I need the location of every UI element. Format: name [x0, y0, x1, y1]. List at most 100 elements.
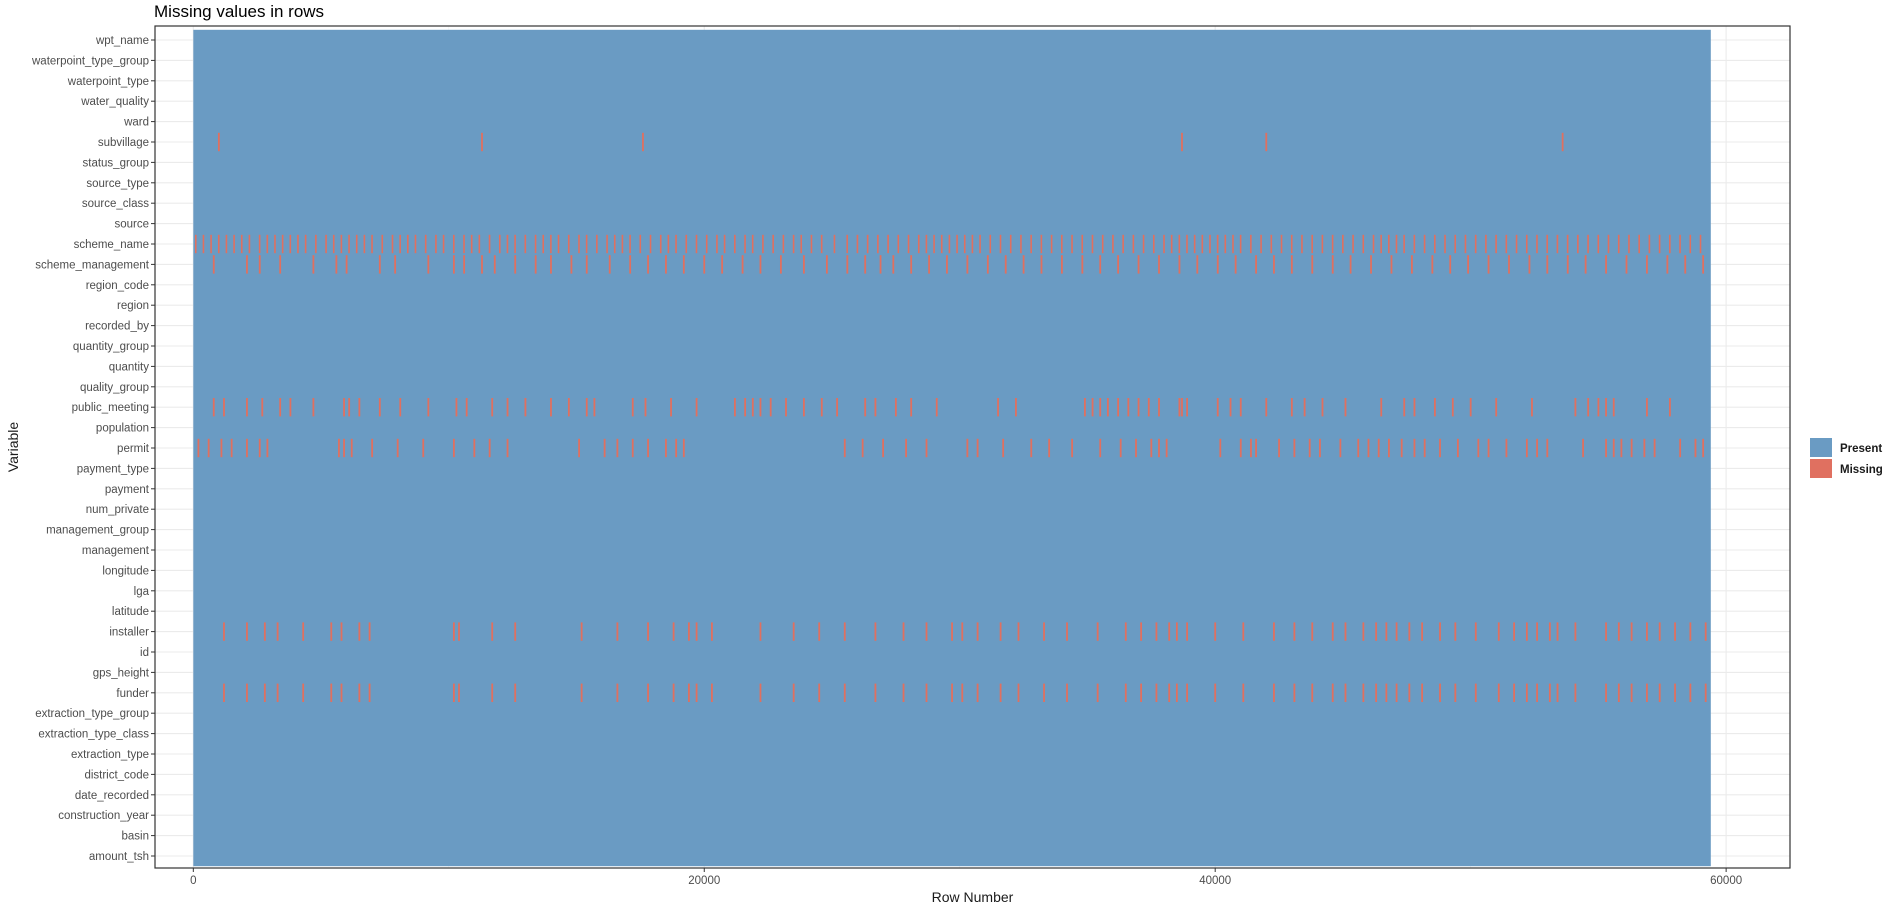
missing-marker-permit — [197, 438, 200, 458]
missing-marker-funder — [491, 683, 494, 702]
missing-marker-installer — [491, 622, 494, 641]
y-tick-label: population — [96, 423, 149, 435]
missing-marker-scheme_name — [734, 234, 736, 254]
missing-marker-installer — [711, 622, 713, 641]
missing-marker-public_meeting — [1178, 398, 1181, 417]
missing-marker-permit — [1135, 438, 1137, 458]
missing-marker-public_meeting — [1229, 398, 1232, 417]
missing-marker-funder — [1273, 683, 1275, 702]
missing-marker-installer — [1096, 622, 1099, 641]
missing-marker-funder — [759, 683, 762, 702]
missing-marker-public_meeting — [1127, 398, 1130, 417]
missing-marker-scheme_management — [1117, 255, 1120, 274]
missing-marker-permit — [1293, 438, 1296, 458]
missing-marker-installer — [1395, 622, 1398, 641]
missing-marker-scheme_name — [1081, 234, 1084, 254]
missing-marker-installer — [1017, 622, 1020, 641]
missing-marker-scheme_management — [514, 255, 517, 274]
missing-marker-permit — [1413, 438, 1416, 458]
missing-marker-scheme_name — [629, 234, 631, 254]
missing-marker-funder — [902, 683, 905, 702]
missing-marker-scheme_name — [1342, 234, 1344, 254]
y-tick-label: source_class — [82, 198, 149, 210]
missing-marker-permit — [473, 438, 476, 458]
missing-marker-funder — [976, 683, 979, 702]
missing-marker-funder — [1556, 683, 1559, 702]
missing-marker-scheme_management — [1370, 255, 1372, 274]
y-tick-label: construction_year — [58, 810, 149, 822]
missing-marker-scheme_name — [800, 234, 803, 254]
missing-marker-funder — [1066, 683, 1068, 702]
missing-marker-scheme_name — [534, 234, 537, 254]
missing-marker-permit — [1158, 438, 1160, 458]
y-tick-label: waterpoint_type_group — [31, 55, 149, 67]
missing-marker-subvillage — [217, 132, 220, 152]
missing-marker-permit — [343, 438, 345, 458]
missing-marker-scheme_name — [1091, 234, 1094, 254]
missing-marker-scheme_name — [435, 234, 437, 254]
missing-marker-installer — [695, 622, 698, 641]
y-tick-label: installer — [109, 627, 149, 639]
missing-marker-permit — [1339, 438, 1342, 458]
missing-marker-installer — [1214, 622, 1217, 641]
missing-marker-scheme_management — [1178, 255, 1181, 274]
missing-marker-funder — [1525, 683, 1528, 702]
missing-marker-funder — [1385, 683, 1388, 702]
missing-marker-funder — [999, 683, 1002, 702]
missing-marker-scheme_name — [1132, 234, 1135, 254]
missing-marker-public_meeting — [1091, 398, 1094, 417]
missing-marker-permit — [1071, 438, 1074, 458]
missing-marker-funder — [1043, 683, 1045, 702]
missing-marker-installer — [1293, 622, 1296, 641]
missing-marker-scheme_management — [1666, 255, 1669, 274]
y-tick-label: source — [114, 219, 149, 231]
missing-marker-scheme_name — [1170, 234, 1173, 254]
missing-marker-scheme_name — [820, 234, 823, 254]
missing-marker-scheme_name — [381, 234, 384, 254]
missing-marker-installer — [580, 622, 583, 641]
missing-marker-scheme_management — [1349, 255, 1352, 274]
missing-marker-public_meeting — [1669, 398, 1671, 417]
missing-marker-subvillage — [1265, 132, 1268, 152]
missing-marker-funder — [1375, 683, 1378, 702]
plot-border — [154, 25, 1791, 869]
missing-marker-public_meeting — [1451, 398, 1454, 417]
missing-marker-scheme_name — [325, 234, 327, 254]
missing-marker-scheme_name — [194, 234, 197, 254]
y-tick-label: gps_height — [93, 667, 150, 679]
missing-marker-installer — [1556, 622, 1559, 641]
missing-marker-scheme_name — [1290, 234, 1293, 254]
missing-marker-scheme_management — [1546, 255, 1549, 274]
missing-marker-permit — [1150, 438, 1153, 458]
missing-marker-funder — [1408, 683, 1411, 702]
missing-marker-funder — [1497, 683, 1500, 702]
missing-marker-permit — [1439, 438, 1441, 458]
missing-marker-public_meeting — [1433, 398, 1436, 417]
missing-marker-installer — [368, 622, 371, 641]
missing-marker-scheme_management — [1290, 255, 1293, 274]
missing-marker-public_meeting — [1239, 398, 1242, 417]
missing-marker-public_meeting — [759, 398, 762, 417]
missing-marker-funder — [1474, 683, 1477, 702]
missing-marker-installer — [458, 622, 460, 641]
missing-marker-scheme_name — [442, 234, 445, 254]
missing-marker-scheme_name — [304, 234, 307, 254]
missing-marker-public_meeting — [785, 398, 787, 417]
legend-key-missing — [1810, 459, 1832, 478]
missing-marker-permit — [396, 438, 399, 458]
missing-marker-public_meeting — [585, 398, 588, 417]
missing-marker-scheme_management — [1566, 255, 1569, 274]
missing-marker-funder — [1293, 683, 1296, 702]
missing-marker-public_meeting — [894, 398, 897, 417]
missing-marker-public_meeting — [1186, 398, 1188, 417]
missing-marker-scheme_management — [1311, 255, 1314, 274]
missing-marker-scheme_management — [481, 255, 483, 274]
missing-marker-scheme_name — [1658, 234, 1661, 254]
y-tick-label: quantity_group — [73, 341, 149, 353]
missing-marker-scheme_management — [1081, 255, 1084, 274]
missing-marker-scheme_name — [1050, 234, 1053, 254]
missing-marker-scheme_management — [463, 255, 466, 274]
missing-marker-installer — [1497, 622, 1500, 641]
missing-marker-permit — [246, 438, 248, 458]
y-tick-label: lga — [134, 586, 150, 598]
